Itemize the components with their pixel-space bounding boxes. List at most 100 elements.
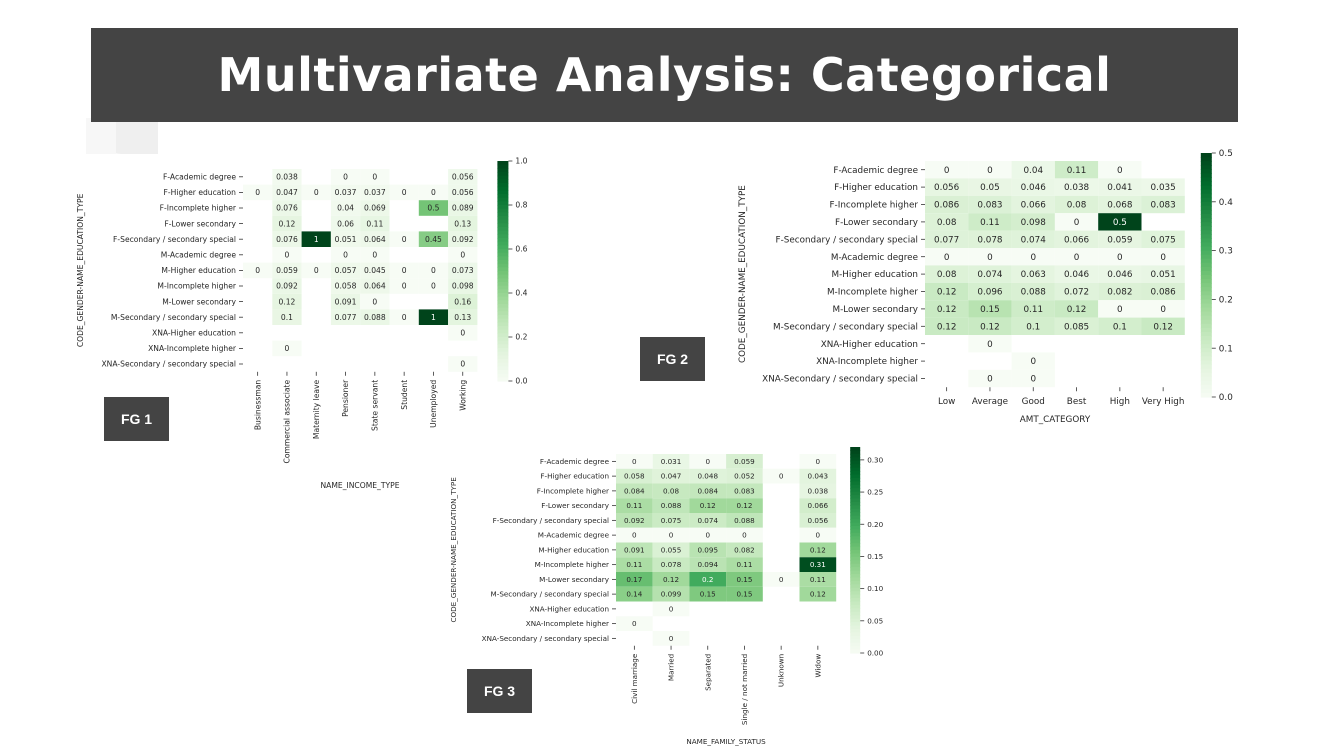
colorbar-segment (850, 635, 861, 640)
cell-value-label: 0.076 (276, 204, 298, 213)
heatmap-fg3: 0 0.031 0 0.059 0 0.058 0.047 0.048 0.052 0 0.043 0… (449, 447, 884, 746)
y-tick-label: M-Academic degree (538, 531, 610, 540)
colorbar-segment (497, 296, 509, 301)
x-tick-label: Widow (813, 654, 822, 678)
cell-value-label: 0.082 (734, 545, 755, 554)
colorbar-segment (497, 190, 509, 195)
cell-value-label: 0.11 (1023, 305, 1043, 315)
colorbar-segment (1200, 388, 1212, 394)
heatmap-cell (968, 317, 1012, 335)
y-tick-label: F-Incomplete higher (830, 201, 919, 211)
cell-value-label: 0 (402, 188, 407, 197)
colorbar-segment (1200, 295, 1212, 300)
colorbar-segment (497, 366, 509, 371)
colorbar-segment (1200, 246, 1212, 252)
colorbar-segment (850, 522, 861, 527)
x-axis-label: NAME_INCOME_TYPE (320, 481, 399, 490)
colorbar-tick-label: 0.15 (867, 552, 883, 561)
heatmap-cell (616, 557, 653, 572)
heatmap-cell (1054, 300, 1099, 318)
colorbar-segment (1200, 262, 1212, 268)
colorbar-segment (1200, 360, 1212, 366)
colorbar-segment (1200, 352, 1212, 357)
cell-value-label: 0.074 (977, 270, 1003, 280)
heatmap-cell (1054, 265, 1099, 283)
cell-value-label: 0.074 (697, 516, 718, 525)
cell-value-label: 0.041 (1107, 183, 1132, 193)
heatmap-cell (272, 309, 302, 325)
colorbar-segment (850, 501, 861, 506)
x-tick-label: Single / not married (740, 654, 749, 725)
colorbar-segment (497, 172, 509, 177)
cell-value-label: 0 (669, 634, 674, 643)
heatmap-cell (968, 230, 1012, 248)
cell-value-label: 0.056 (808, 516, 829, 525)
y-tick-label: M-Incomplete higher (827, 288, 918, 298)
colorbar-segment (497, 256, 509, 261)
cell-value-label: 0.038 (1064, 183, 1089, 193)
cell-value-label: 0.12 (1067, 305, 1087, 315)
x-tick-label: Separated (703, 654, 712, 691)
colorbar-segment (850, 591, 861, 596)
heatmap-cell (1098, 282, 1142, 301)
cell-value-label: 0.12 (937, 322, 957, 332)
colorbar-segment (1200, 368, 1212, 374)
cell-value-label: 0.08 (937, 218, 957, 228)
cell-value-label: 0 (669, 604, 674, 613)
colorbar-segment (1200, 287, 1212, 292)
heatmap-cell (799, 542, 837, 558)
heatmap-cell (968, 369, 1012, 388)
cell-value-label: 0.12 (736, 501, 752, 510)
cell-value-label: 0.059 (734, 457, 755, 466)
colorbar-segment (850, 450, 861, 455)
colorbar-tick-label: 0.4 (1219, 198, 1233, 208)
cell-value-label: 0 (1030, 375, 1036, 385)
heatmap-cell (448, 215, 478, 232)
cell-value-label: 0.083 (977, 201, 1002, 211)
colorbar-tick-label: 0.6 (515, 245, 527, 254)
colorbar-segment (1200, 234, 1212, 239)
heatmap-cell (272, 247, 302, 263)
x-tick-label: Very High (1142, 397, 1185, 407)
colorbar-segment (497, 223, 509, 228)
heatmap-cell (799, 572, 837, 587)
heatmap-cell (330, 293, 361, 310)
heatmap-cell (762, 572, 800, 587)
colorbar-segment (1200, 177, 1212, 183)
colorbar-segment (850, 553, 861, 558)
cell-value-label: 0.066 (1064, 235, 1090, 245)
heatmap-cell (925, 213, 969, 231)
colorbar-segment (497, 278, 509, 283)
cell-value-label: 0.072 (1064, 288, 1089, 298)
cell-value-label: 0 (460, 328, 465, 337)
cell-value-label: 0.056 (452, 172, 474, 181)
cell-value-label: 0.035 (1151, 183, 1176, 193)
cell-value-label: 0.1 (281, 313, 293, 322)
colorbar-segment (497, 212, 509, 217)
heatmap-cell (652, 483, 690, 499)
heatmap-cell (968, 282, 1012, 301)
heatmap-cell (689, 468, 727, 484)
colorbar-segment (497, 322, 509, 327)
heatmap-cell (968, 161, 1012, 179)
y-tick-label: M-Higher education (832, 270, 918, 280)
heatmap-cell (330, 215, 361, 232)
cell-value-label: 0.074 (1021, 235, 1047, 245)
cell-value-label: 0 (632, 619, 637, 628)
heatmap-cell (652, 572, 690, 587)
colorbar-segment (497, 260, 509, 265)
colorbar-segment (497, 370, 509, 375)
colorbar-tick-label: 0.2 (515, 333, 527, 342)
colorbar-segment (850, 594, 861, 599)
cell-value-label: 0.058 (335, 282, 357, 291)
y-tick-label: F-Secondary / secondary special (493, 516, 609, 525)
colorbar-segment (497, 293, 509, 298)
x-tick-label: Working (458, 380, 467, 411)
heatmap-cell (1054, 161, 1099, 179)
plot-area: 0 0 0.04 0.11 0 0.056 0.05 0.046 0.038 0.041 0.035… (738, 149, 1233, 425)
colorbar-segment (497, 175, 509, 180)
colorbar-segment (497, 315, 509, 320)
heatmap-cell (330, 309, 361, 325)
heatmap-cell (1141, 195, 1185, 214)
heatmap-cell (330, 169, 361, 185)
